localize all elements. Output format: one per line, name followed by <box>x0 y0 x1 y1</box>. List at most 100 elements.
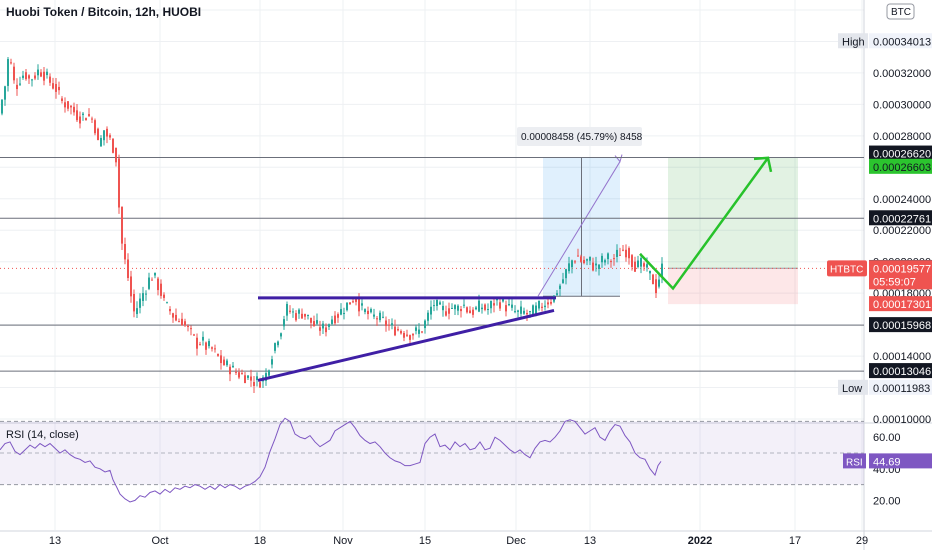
price-label-box-htbtc <box>869 260 932 290</box>
rsi-tag <box>843 453 866 469</box>
candle-body <box>634 261 636 272</box>
candle-body <box>46 71 48 76</box>
candle-body <box>328 324 330 327</box>
price-label-box-level-13046 <box>869 363 932 379</box>
candle-body <box>256 376 258 381</box>
measure-label-box <box>517 127 642 146</box>
candle-body <box>523 310 525 314</box>
candle-body <box>520 306 522 314</box>
candle-body <box>37 69 39 76</box>
candle-body <box>529 311 531 313</box>
candle-body <box>115 147 117 163</box>
rsi-tag-text: RSI <box>846 457 863 468</box>
candle-body <box>565 269 567 279</box>
price-label-box-stop-17301 <box>869 296 932 312</box>
rsi-tick-label: 20.00 <box>873 495 901 507</box>
candle-body <box>583 259 585 264</box>
candle-body <box>235 371 237 373</box>
candle-body <box>655 279 657 294</box>
price-tick-label: 0.00024000 <box>873 194 931 206</box>
candle-body <box>73 106 75 113</box>
candle-body <box>394 326 396 336</box>
candle-body <box>301 313 303 319</box>
price-label-box-low <box>869 379 932 395</box>
long-position-profit-zone <box>668 157 798 269</box>
candle-body <box>61 98 63 101</box>
candle-body <box>295 313 297 321</box>
candle-body <box>415 327 417 331</box>
candle-body <box>106 128 108 137</box>
candle-body <box>151 279 153 281</box>
candle-body <box>166 302 168 304</box>
candle-body <box>76 110 78 121</box>
candle-body <box>445 311 447 316</box>
candle-body <box>646 264 648 268</box>
price-label-tag-low <box>838 379 868 395</box>
candle-body <box>271 359 273 365</box>
candle-body <box>343 313 345 315</box>
candle-body <box>175 314 177 321</box>
candle-body <box>100 138 102 147</box>
series-tag <box>827 260 867 277</box>
price-tick-label: 0.00014000 <box>873 351 931 363</box>
candle-body <box>379 312 381 321</box>
currency-badge: BTC <box>891 7 911 18</box>
projection-arrow <box>639 157 770 291</box>
candle-body <box>436 300 438 306</box>
candle-body <box>307 314 309 317</box>
candle-body <box>1 99 3 114</box>
candle-body <box>124 244 126 260</box>
candle-body <box>217 354 219 356</box>
candle-body <box>64 102 66 108</box>
candle-body <box>109 135 111 138</box>
candle-body <box>559 285 561 289</box>
candle-body <box>469 310 471 314</box>
candle-body <box>310 317 312 323</box>
candle-body <box>253 382 255 386</box>
candle-body <box>25 72 27 80</box>
candle-body <box>421 331 423 333</box>
measure-label: 0.00008458 (45.79%) 8458 <box>521 132 643 143</box>
candle-body <box>79 116 81 124</box>
candle-body <box>43 71 45 81</box>
countdown-label: 05:59:07 <box>873 276 916 288</box>
candle-body <box>586 259 588 261</box>
candle-body <box>178 321 180 323</box>
candle-body <box>424 320 426 329</box>
measure-diagonal <box>537 161 621 297</box>
price-label-box-level-22761 <box>869 210 932 226</box>
candle-body <box>463 304 465 306</box>
candle-body <box>85 118 87 121</box>
series-tag-text: HTBTC <box>830 264 863 275</box>
candle-body <box>544 305 546 308</box>
candle-body <box>532 305 534 316</box>
candle-body <box>376 318 378 320</box>
candle-body <box>598 264 600 269</box>
candle-body <box>142 293 144 301</box>
candle-body <box>118 158 120 208</box>
candle-body <box>325 327 327 333</box>
price-tick-label: 0.00022000 <box>873 225 931 237</box>
candle-body <box>136 308 138 315</box>
candle-body <box>16 84 18 90</box>
candle-body <box>400 331 402 334</box>
currency-badge-box <box>886 3 915 20</box>
rsi-value-box <box>869 453 932 469</box>
candle-body <box>454 305 456 310</box>
candle-body <box>457 305 459 311</box>
candle-body <box>340 309 342 315</box>
candle-body <box>361 303 363 306</box>
candle-body <box>601 255 603 263</box>
candle-body <box>265 373 267 381</box>
candle-body <box>391 323 393 326</box>
candle-body <box>145 293 147 295</box>
candle-body <box>322 323 324 329</box>
candle-body <box>268 370 270 376</box>
candle-body <box>499 302 501 309</box>
price-tick-label: 0.00032000 <box>873 68 931 80</box>
candle-body <box>568 263 570 272</box>
candle-body <box>628 248 630 259</box>
time-tick-label: 13 <box>49 535 61 547</box>
